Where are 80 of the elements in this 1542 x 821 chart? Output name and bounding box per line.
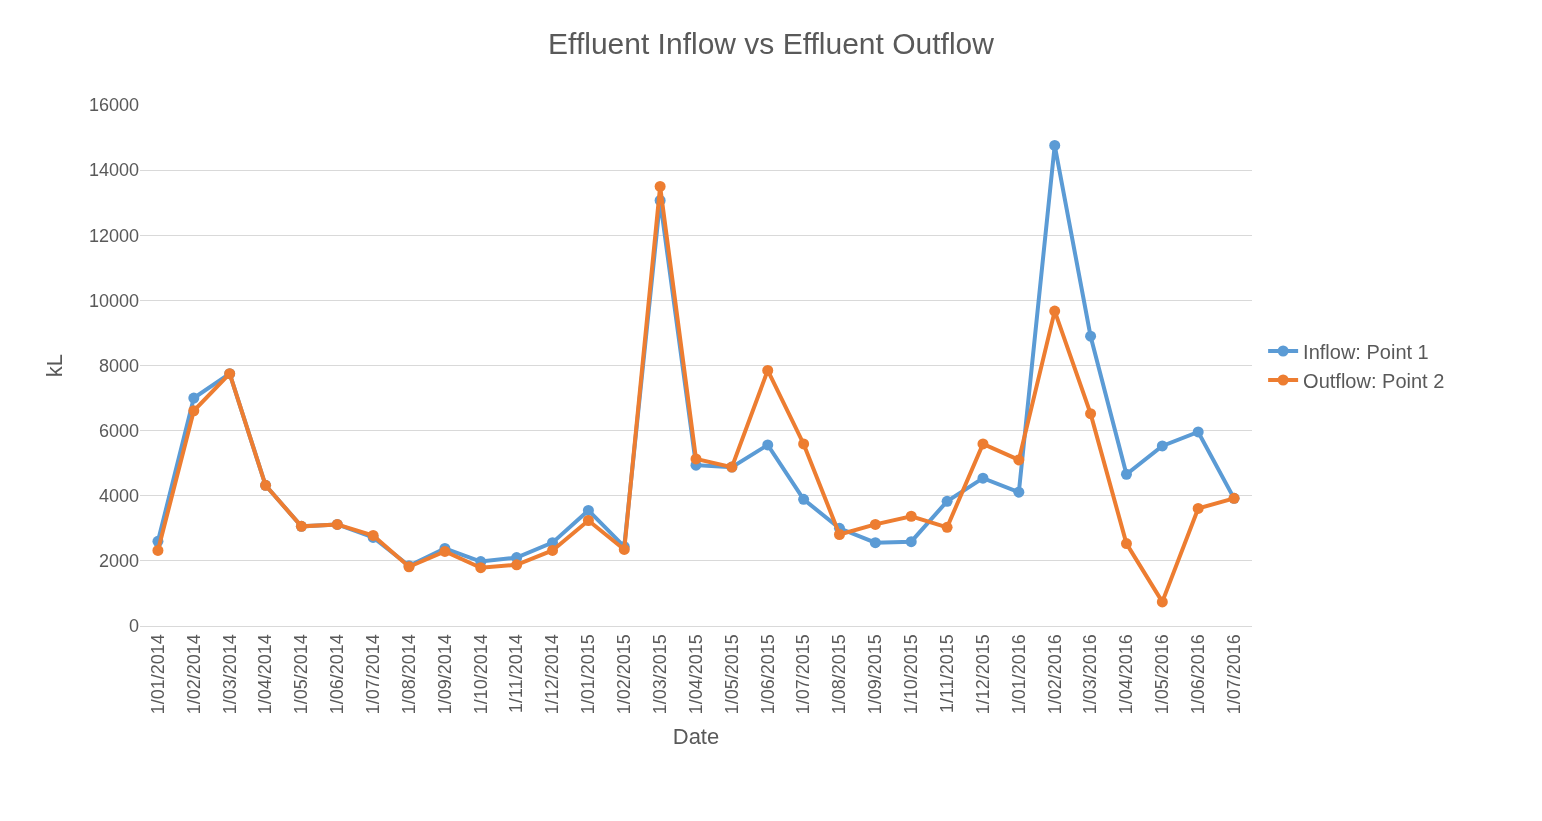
point	[905, 510, 917, 522]
legend-label: Outflow: Point 2	[1303, 369, 1445, 392]
x-tick-label: 1/10/2015	[901, 634, 922, 715]
x-tick-label: 1/12/2014	[542, 634, 563, 715]
point	[188, 405, 200, 417]
point	[475, 562, 487, 574]
x-tick-label: 1/12/2015	[972, 634, 993, 715]
x-tick-label: 1/05/2015	[721, 634, 742, 715]
point	[798, 493, 810, 505]
y-tick-label: 16000	[88, 95, 139, 116]
point	[905, 536, 917, 548]
y-tick-label: 0	[128, 616, 139, 637]
x-tick-label: 1/04/2016	[1116, 634, 1137, 715]
x-tick-label: 1/09/2014	[434, 634, 455, 715]
x-tick-label: 1/02/2015	[614, 634, 635, 715]
point	[1192, 502, 1204, 514]
x-tick-label: 1/06/2015	[757, 634, 778, 715]
point	[1013, 486, 1025, 498]
x-tick-label: 1/07/2014	[363, 634, 384, 715]
point	[1049, 305, 1061, 317]
point	[1085, 330, 1097, 342]
x-tick-label: 1/11/2014	[506, 634, 527, 713]
point	[1156, 440, 1168, 452]
point	[547, 544, 559, 556]
x-tick-label: 1/08/2014	[398, 634, 419, 715]
y-axis-title: kL	[41, 353, 67, 378]
x-tick-label: 1/01/2014	[147, 634, 168, 715]
x-tick-label: 1/01/2016	[1008, 634, 1029, 715]
x-tick-label: 1/04/2014	[255, 634, 276, 715]
chart-title: Effluent Inflow vs Effluent Outflow	[548, 26, 995, 60]
x-tick-label: 1/02/2016	[1044, 634, 1065, 715]
x-tick-label: 1/07/2015	[793, 634, 814, 715]
point	[977, 438, 989, 450]
point	[833, 529, 845, 540]
x-tick-label: 1/09/2015	[865, 634, 886, 715]
x-tick-label: 1/05/2016	[1152, 634, 1173, 715]
x-tick-label: 1/03/2016	[1080, 634, 1101, 715]
point	[511, 559, 523, 571]
point	[690, 453, 702, 465]
point	[1049, 139, 1061, 151]
point	[941, 495, 953, 507]
x-tick-label: 1/03/2014	[219, 634, 240, 715]
point	[1013, 454, 1025, 466]
point	[941, 521, 953, 533]
point	[1120, 468, 1132, 480]
y-tick-label: 14000	[88, 160, 139, 181]
x-tick-label: 1/04/2015	[685, 634, 706, 715]
y-tick-label: 4000	[98, 486, 139, 507]
x-tick-label: 1/05/2014	[291, 634, 312, 715]
point	[977, 472, 989, 484]
x-tick-label: 1/06/2016	[1188, 634, 1209, 715]
x-tick-label: 1/02/2014	[183, 634, 204, 715]
point	[869, 518, 881, 530]
point	[1156, 596, 1168, 608]
x-tick-label: 1/01/2015	[578, 634, 599, 715]
y-tick-label: 2000	[98, 551, 139, 572]
y-tick-label: 12000	[88, 225, 139, 246]
point	[1120, 538, 1132, 550]
point	[869, 537, 881, 549]
x-tick-label: 1/11/2015	[936, 634, 957, 713]
x-axis-title: Date	[672, 724, 720, 750]
point	[762, 364, 774, 376]
point	[1192, 426, 1204, 438]
legend-label: Inflow: Point 1	[1303, 340, 1429, 363]
y-tick-label: 8000	[98, 355, 139, 376]
x-tick-label: 1/06/2014	[327, 634, 348, 715]
x-tick-label: 1/08/2015	[829, 634, 850, 715]
point	[798, 438, 810, 450]
point	[654, 180, 666, 192]
point	[582, 515, 594, 526]
y-tick-label: 6000	[98, 420, 139, 441]
y-tick-label: 10000	[88, 290, 139, 311]
point	[762, 439, 774, 451]
point	[1085, 408, 1097, 420]
point	[582, 504, 594, 516]
x-tick-label: 1/10/2014	[470, 634, 491, 715]
point	[188, 392, 200, 404]
x-tick-label: 1/07/2016	[1223, 634, 1244, 715]
point	[152, 544, 164, 556]
x-tick-label: 1/03/2015	[649, 634, 670, 715]
